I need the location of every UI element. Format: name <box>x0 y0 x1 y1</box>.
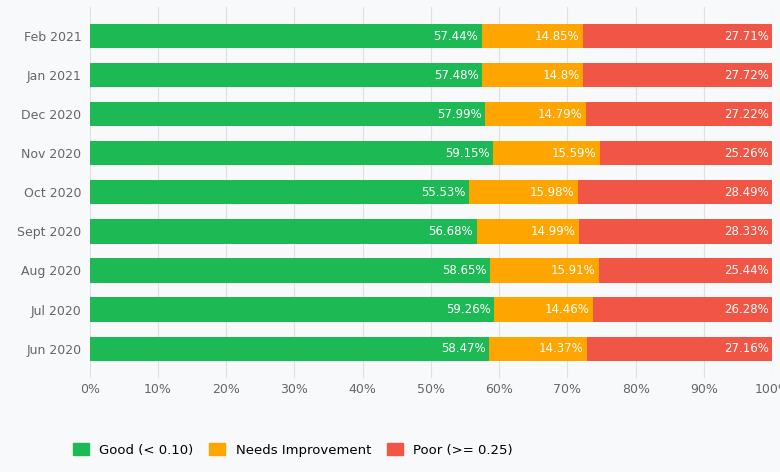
Bar <box>90 219 477 244</box>
Bar <box>587 102 772 126</box>
Bar <box>485 102 587 126</box>
Bar <box>494 141 600 165</box>
Bar <box>593 297 772 322</box>
Bar <box>583 63 772 87</box>
Text: 15.91%: 15.91% <box>551 264 595 277</box>
Text: 14.79%: 14.79% <box>538 108 583 121</box>
Bar <box>587 337 772 361</box>
Text: 27.72%: 27.72% <box>724 68 769 82</box>
Text: 14.8%: 14.8% <box>542 68 580 82</box>
Text: 14.37%: 14.37% <box>539 342 583 355</box>
Bar <box>600 141 772 165</box>
Bar <box>90 141 494 165</box>
Text: 25.26%: 25.26% <box>724 147 769 160</box>
Text: 14.85%: 14.85% <box>535 30 580 42</box>
Text: 59.15%: 59.15% <box>445 147 490 160</box>
Text: 15.98%: 15.98% <box>530 186 574 199</box>
Bar <box>489 337 587 361</box>
Bar <box>469 180 578 204</box>
Text: 28.33%: 28.33% <box>725 225 769 238</box>
Bar <box>90 63 482 87</box>
Text: 14.46%: 14.46% <box>544 303 590 316</box>
Text: 56.68%: 56.68% <box>428 225 473 238</box>
Text: 26.28%: 26.28% <box>724 303 769 316</box>
Text: 27.22%: 27.22% <box>724 108 769 121</box>
Bar <box>477 219 579 244</box>
Bar <box>90 258 490 283</box>
Text: 59.26%: 59.26% <box>446 303 491 316</box>
Bar <box>579 219 772 244</box>
Bar <box>90 297 495 322</box>
Text: 55.53%: 55.53% <box>421 186 466 199</box>
Bar <box>90 337 489 361</box>
Text: 27.16%: 27.16% <box>724 342 769 355</box>
Bar <box>583 24 772 48</box>
Text: 27.71%: 27.71% <box>724 30 769 42</box>
Text: 28.49%: 28.49% <box>724 186 769 199</box>
Bar <box>578 180 772 204</box>
Bar <box>90 180 469 204</box>
Legend: Good (< 0.10), Needs Improvement, Poor (>= 0.25): Good (< 0.10), Needs Improvement, Poor (… <box>69 439 517 461</box>
Text: 57.99%: 57.99% <box>438 108 482 121</box>
Text: 15.59%: 15.59% <box>551 147 597 160</box>
Text: 58.65%: 58.65% <box>442 264 487 277</box>
Bar <box>490 258 598 283</box>
Bar <box>90 24 482 48</box>
Text: 57.48%: 57.48% <box>434 68 479 82</box>
Text: 57.44%: 57.44% <box>434 30 478 42</box>
Text: 14.99%: 14.99% <box>530 225 576 238</box>
Text: 58.47%: 58.47% <box>441 342 485 355</box>
Bar <box>482 63 583 87</box>
Bar <box>495 297 593 322</box>
Bar <box>598 258 772 283</box>
Bar <box>90 102 485 126</box>
Text: 25.44%: 25.44% <box>724 264 769 277</box>
Bar <box>482 24 583 48</box>
